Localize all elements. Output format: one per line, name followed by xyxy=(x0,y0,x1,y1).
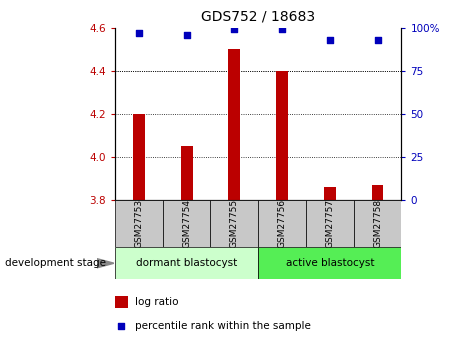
FancyBboxPatch shape xyxy=(115,200,163,247)
Point xyxy=(183,32,190,37)
FancyBboxPatch shape xyxy=(258,247,401,279)
Bar xyxy=(181,146,193,200)
Text: active blastocyst: active blastocyst xyxy=(285,258,374,268)
Point xyxy=(326,37,333,42)
Bar xyxy=(276,71,288,200)
Point xyxy=(231,27,238,32)
FancyBboxPatch shape xyxy=(306,200,354,247)
Polygon shape xyxy=(97,259,114,268)
Text: dormant blastocyst: dormant blastocyst xyxy=(136,258,237,268)
Text: GSM27754: GSM27754 xyxy=(182,199,191,248)
Point xyxy=(374,37,381,42)
Bar xyxy=(324,187,336,200)
Text: GSM27755: GSM27755 xyxy=(230,199,239,248)
Text: GSM27756: GSM27756 xyxy=(277,199,286,248)
FancyBboxPatch shape xyxy=(258,200,306,247)
FancyBboxPatch shape xyxy=(163,200,211,247)
Bar xyxy=(115,296,128,308)
FancyBboxPatch shape xyxy=(115,247,258,279)
Text: GSM27758: GSM27758 xyxy=(373,199,382,248)
Text: log ratio: log ratio xyxy=(135,297,179,307)
Text: GSM27753: GSM27753 xyxy=(134,199,143,248)
FancyBboxPatch shape xyxy=(354,200,401,247)
Bar xyxy=(133,114,145,200)
Title: GDS752 / 18683: GDS752 / 18683 xyxy=(201,10,315,24)
Bar xyxy=(228,49,240,200)
FancyBboxPatch shape xyxy=(211,200,258,247)
Point xyxy=(118,323,125,329)
Bar xyxy=(372,185,383,200)
Point xyxy=(278,27,285,32)
Point xyxy=(135,30,143,36)
Text: percentile rank within the sample: percentile rank within the sample xyxy=(135,321,311,331)
Text: GSM27757: GSM27757 xyxy=(325,199,334,248)
Text: development stage: development stage xyxy=(5,258,106,268)
